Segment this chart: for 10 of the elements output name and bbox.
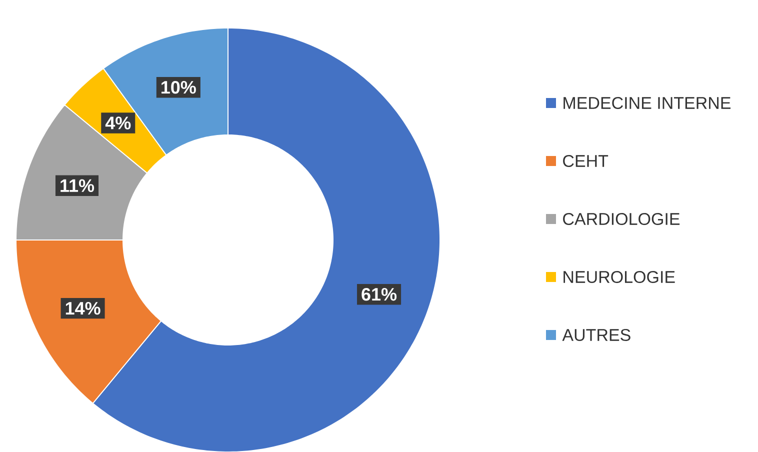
data-label: 11%: [60, 179, 94, 192]
data-label: 4%: [105, 116, 131, 130]
legend-label: CEHT: [563, 154, 608, 168]
legend-label: NEUROLOGIE: [564, 270, 675, 284]
data-label: 61%: [362, 288, 397, 301]
data-label: 10%: [162, 80, 196, 94]
data-label: 14%: [66, 302, 100, 315]
legend-label: MEDECINE INTERNE: [564, 96, 731, 110]
legend-label: AUTRES: [562, 328, 630, 342]
legend-label: CARDIOLOGIE: [563, 212, 680, 226]
